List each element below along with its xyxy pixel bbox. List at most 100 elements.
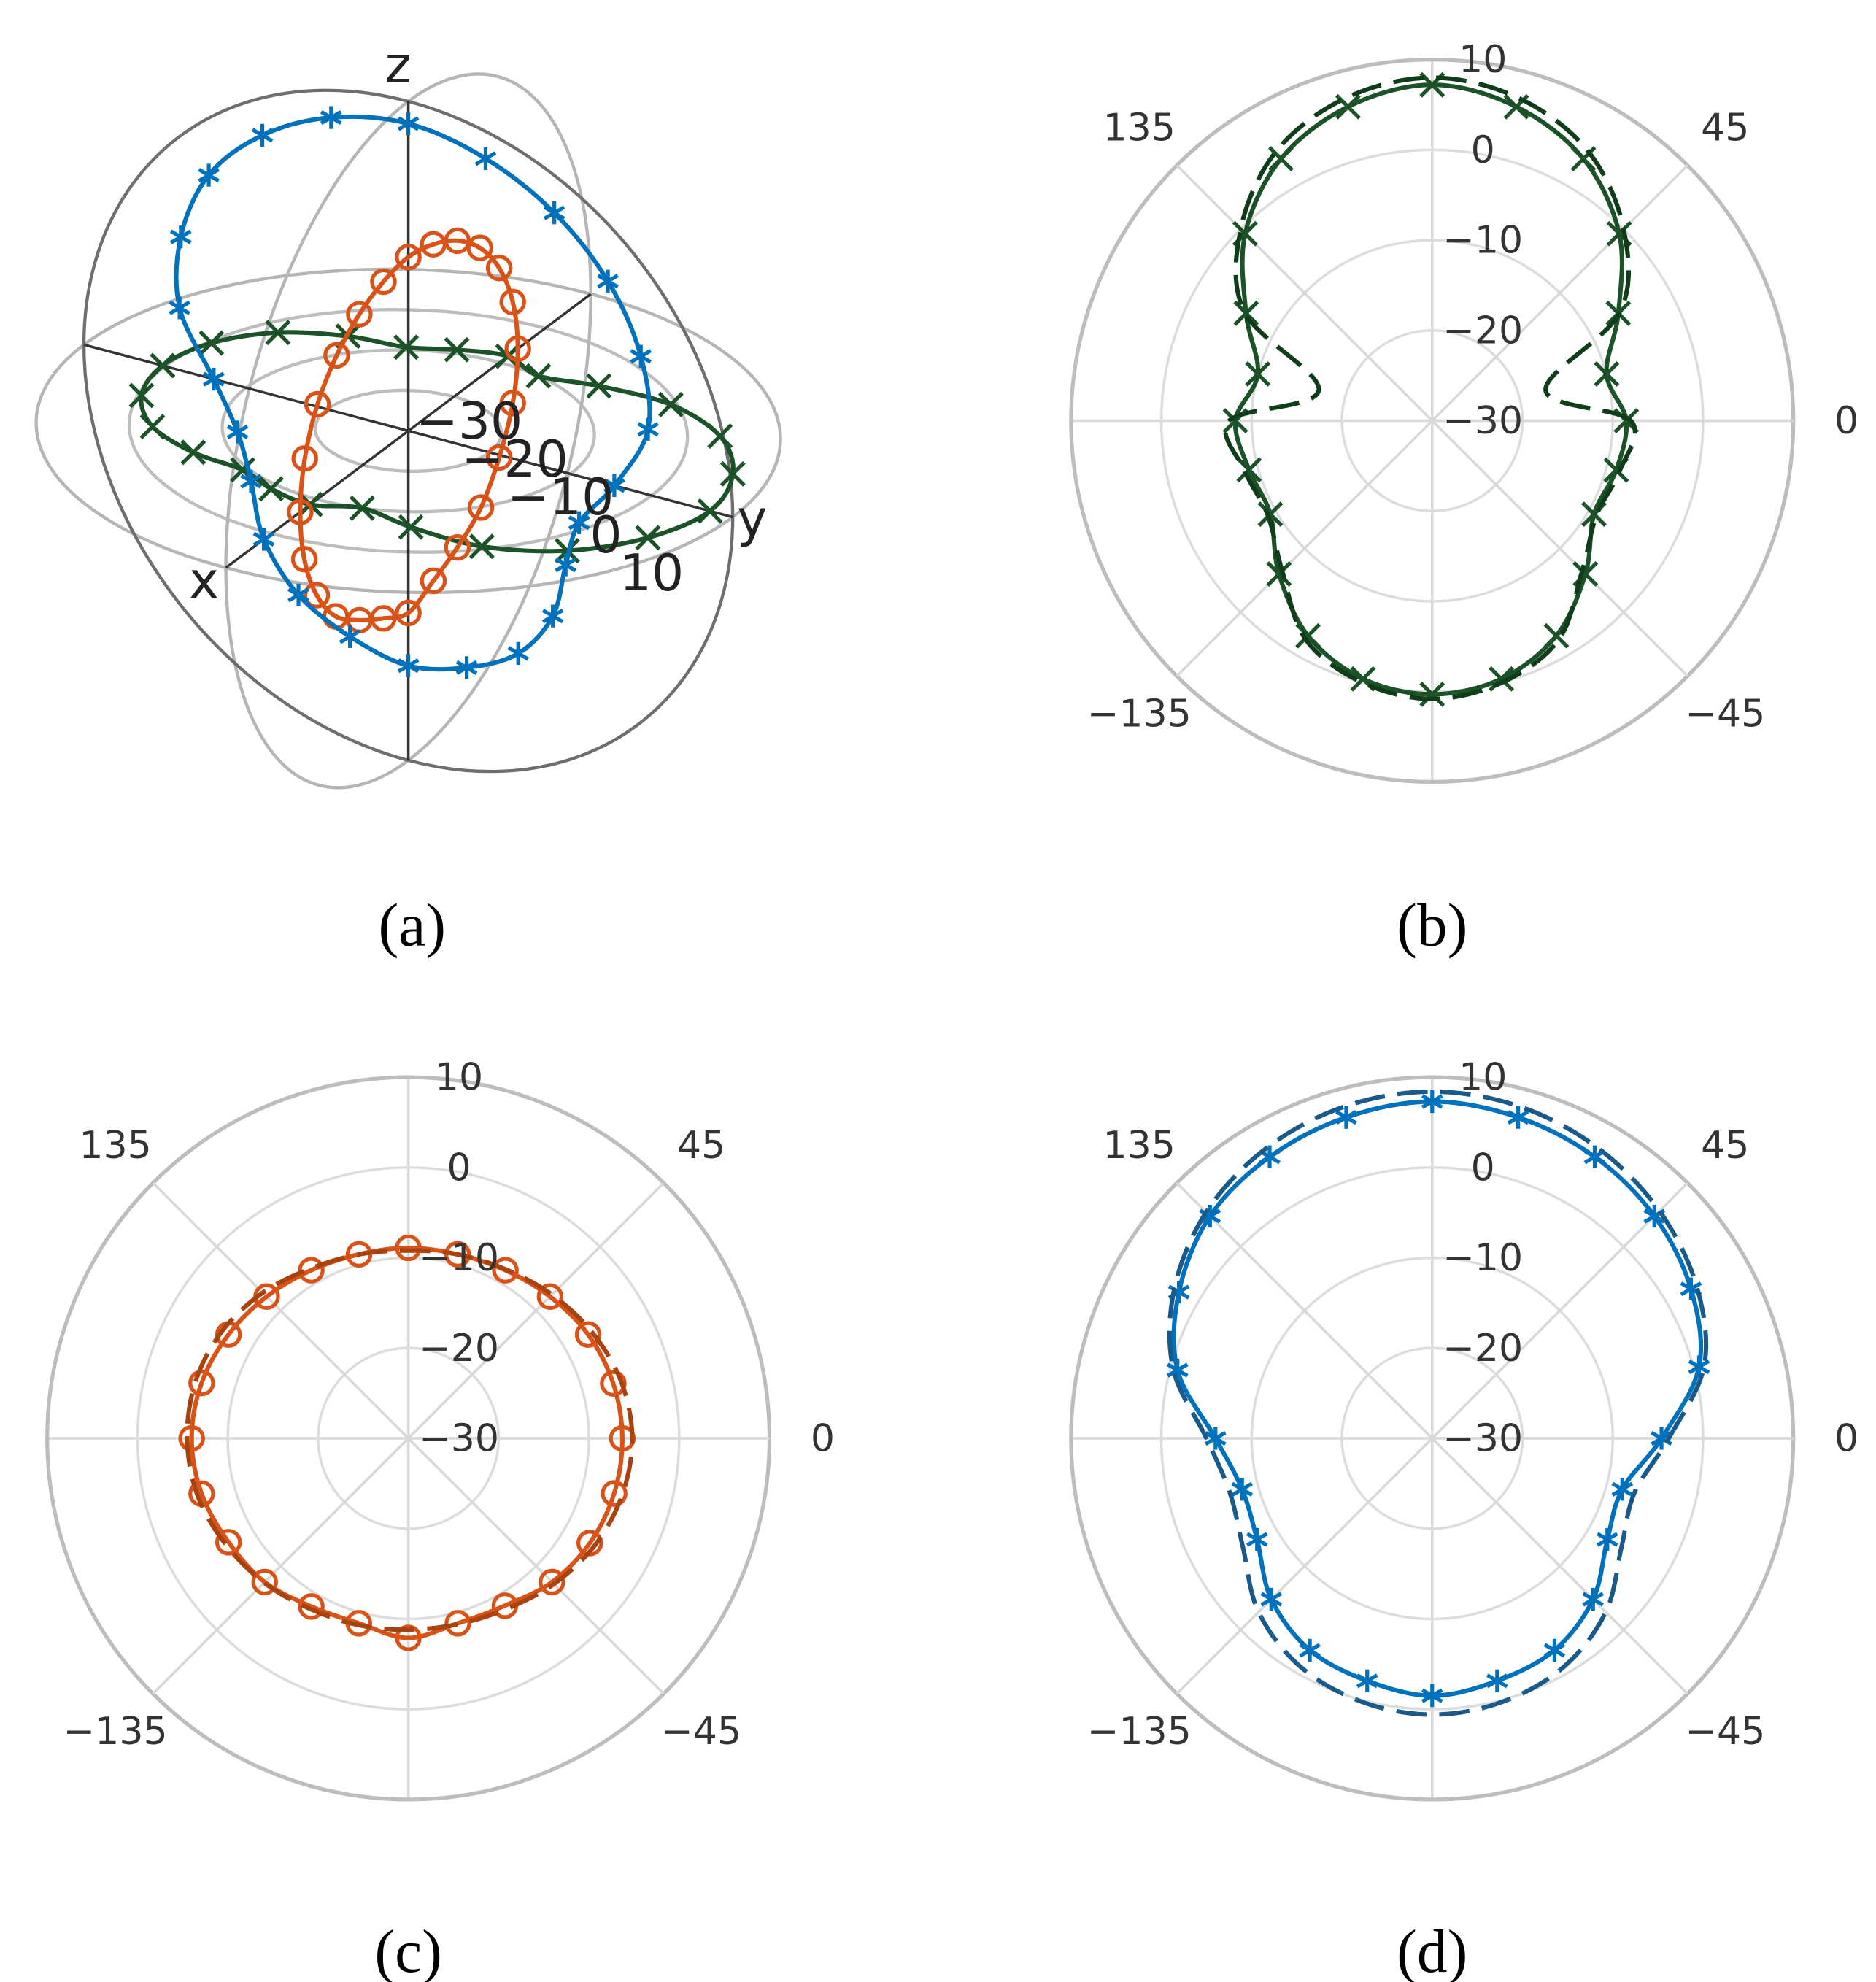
marker [169,296,190,320]
marker [198,163,220,187]
marker-circle [499,390,526,417]
marker-circle [504,335,531,363]
marker-circle [499,288,526,316]
marker-stroke [543,205,565,220]
marker [304,390,331,418]
line [1232,82,1629,697]
marker [339,625,361,648]
angle-tick-label: −135 [1087,1710,1192,1754]
marker-stroke [339,629,361,644]
marker-circle [601,1480,628,1507]
marker [507,641,530,665]
marker-circle [492,1257,519,1284]
marker-circle [291,444,318,472]
marker-stroke [1611,1481,1634,1497]
marker-stroke [1570,146,1597,172]
marker-circle [444,533,471,561]
marker [226,420,249,444]
marker-stroke [1421,1688,1443,1703]
marker [393,334,420,360]
marker [444,336,470,363]
marker-stroke [525,363,552,389]
marker-circle [536,1283,564,1311]
marker-stroke [258,476,284,502]
marker-stroke [1582,1592,1605,1607]
marker-stroke [1257,501,1284,528]
marker-stroke [251,128,274,143]
angle-tick [1176,1437,1433,1695]
marker [198,330,225,356]
marker-stroke [150,352,176,379]
marker-stroke [1606,220,1632,247]
marker [539,1568,565,1596]
marker-stroke [1356,1673,1378,1689]
angle-tick [1176,1181,1433,1440]
marker-stroke [393,334,420,360]
marker [444,1610,471,1637]
marker [1543,1638,1566,1662]
marker-stroke [1299,1643,1321,1658]
marker-circle [444,1610,471,1637]
marker-stroke [1688,1359,1710,1375]
marker [1204,1427,1227,1450]
marker-stroke [444,336,470,363]
axis-label: z [385,36,411,95]
marker-circle [420,567,447,595]
angle-tick [1176,420,1433,677]
radial-tick-label: 10 [1459,1056,1507,1100]
marker [349,495,375,521]
marker-circle [304,390,331,418]
marker-stroke [139,414,166,440]
marker [287,498,314,525]
marker [1233,300,1259,326]
marker-stroke [1613,408,1640,434]
marker [320,106,342,129]
marker [1489,666,1515,692]
marker [1245,361,1271,387]
marker [1335,93,1361,120]
marker-circle [395,599,422,627]
marker [492,1257,519,1284]
marker-stroke [1335,1110,1357,1125]
radial-tick-label: −10 [419,1236,499,1280]
angle-tick-label: 135 [1103,106,1176,150]
marker [346,301,373,328]
marker [719,460,746,487]
marker-circle [395,244,422,271]
marker-stroke [597,274,619,289]
marker [203,367,225,391]
angle-tick [1431,1181,1688,1440]
marker [1570,146,1597,172]
marker-stroke [603,478,625,493]
marker [485,444,513,471]
marker-circle [290,546,318,573]
marker [474,147,497,170]
marker [597,269,619,293]
angle-tick-label: −45 [1685,693,1765,736]
marker [1266,561,1292,587]
marker-stroke [169,300,190,315]
marker-stroke [586,373,612,399]
angle-tick [1431,164,1688,422]
marker-stroke [198,167,220,183]
radial-tick-label: −30 [1443,399,1523,443]
marker [1611,1478,1634,1501]
marker-stroke [1421,1094,1443,1109]
marker-stroke [697,498,723,524]
marker [180,439,206,466]
caption: (a) [379,892,447,960]
marker-stroke [398,514,424,540]
radial-tick-label: −20 [1443,1327,1523,1370]
angle-tick-label: 45 [677,1124,725,1168]
angle-tick-label: 0 [811,1416,835,1460]
marker [397,112,420,136]
marker [397,654,420,677]
marker-circle [467,494,495,521]
marker [1299,1638,1321,1662]
angle-tick [407,1437,665,1695]
marker [574,1321,602,1348]
marker [1419,681,1445,707]
angle-tick-label: 0 [1834,1416,1858,1460]
marker [499,288,526,316]
